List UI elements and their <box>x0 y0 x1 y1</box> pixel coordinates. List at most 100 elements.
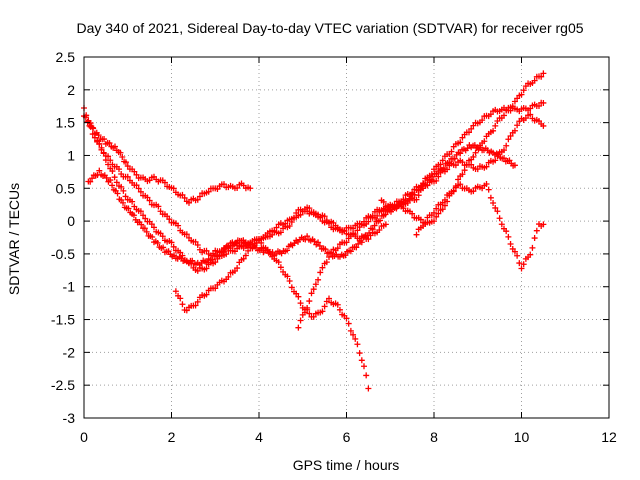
data-point <box>113 179 120 186</box>
data-point <box>316 242 323 249</box>
data-point <box>459 159 466 166</box>
data-point <box>170 185 177 192</box>
data-point <box>347 248 354 255</box>
data-point <box>429 173 436 180</box>
data-point <box>149 234 156 241</box>
data-point <box>468 161 475 168</box>
data-point <box>506 157 513 164</box>
data-point <box>203 265 210 272</box>
data-point <box>277 229 284 236</box>
data-point <box>100 149 107 156</box>
data-point <box>433 213 440 220</box>
data-point <box>353 244 360 251</box>
data-point <box>282 220 289 227</box>
data-point <box>343 239 350 246</box>
data-point <box>498 221 505 228</box>
data-point <box>494 208 501 215</box>
data-point <box>341 228 348 235</box>
data-point <box>293 290 300 297</box>
data-point <box>203 259 210 266</box>
data-point <box>507 241 514 248</box>
data-point <box>133 182 140 189</box>
data-point <box>171 252 178 259</box>
axis-ticks: 0 2 4 6 8 10 12 -3 -2.5 -2 -1.5 -1 -0.5 0 0.5 1 1.5 2 2.5 <box>51 49 617 445</box>
data-point <box>417 216 424 223</box>
data-point <box>304 233 311 240</box>
data-point <box>437 161 444 168</box>
data-point <box>323 259 330 266</box>
data-point <box>118 183 125 190</box>
data-point <box>131 168 138 175</box>
data-point <box>365 236 372 243</box>
data-point <box>439 206 446 213</box>
data-point <box>470 153 477 160</box>
data-point <box>518 265 525 272</box>
data-point <box>242 252 249 259</box>
data-point <box>509 103 516 110</box>
data-point <box>297 211 304 218</box>
data-point <box>354 227 361 234</box>
data-point <box>262 234 269 241</box>
data-point <box>334 245 341 252</box>
data-point <box>511 127 518 134</box>
data-point <box>431 218 437 225</box>
data-point <box>503 228 510 235</box>
data-point <box>143 228 150 235</box>
data-point <box>352 231 359 238</box>
data-point <box>306 310 313 317</box>
data-point <box>483 163 490 170</box>
data-point <box>358 239 365 246</box>
data-point <box>301 309 308 316</box>
data-point <box>479 117 486 124</box>
data-point <box>161 179 168 186</box>
data-point <box>315 276 322 283</box>
data-point <box>306 205 313 212</box>
data-point <box>144 194 151 201</box>
data-point <box>122 193 129 200</box>
data-point <box>109 168 116 175</box>
data-point <box>146 197 153 204</box>
data-point <box>452 162 459 169</box>
data-point <box>520 261 527 268</box>
data-point <box>306 298 313 305</box>
x-axis-label: GPS time / hours <box>293 457 400 473</box>
data-point <box>172 288 179 295</box>
data-point <box>91 130 98 137</box>
data-point <box>234 184 241 191</box>
data-point <box>212 285 219 292</box>
data-point <box>342 252 349 259</box>
data-point <box>192 302 199 309</box>
data-point <box>457 181 464 188</box>
data-point <box>124 163 131 170</box>
data-point <box>472 149 479 156</box>
data-point <box>501 112 507 119</box>
data-point <box>311 238 318 245</box>
data-point <box>271 227 278 234</box>
data-point <box>345 320 352 327</box>
data-point <box>413 231 420 238</box>
data-point <box>319 264 326 271</box>
data-point <box>487 111 494 118</box>
data-point <box>293 210 300 217</box>
data-point <box>220 249 227 256</box>
data-point <box>448 148 455 155</box>
data-point <box>441 196 448 203</box>
data-point <box>133 171 140 178</box>
data-point <box>177 295 184 302</box>
data-point <box>312 281 319 288</box>
data-point <box>464 145 471 152</box>
data-point <box>377 217 384 224</box>
data-point <box>137 208 144 215</box>
data-point <box>288 284 295 291</box>
data-point <box>511 162 518 169</box>
data-point <box>492 157 499 164</box>
data-point <box>459 134 466 141</box>
data-point <box>317 214 324 221</box>
y-tick-label: -1 <box>63 279 76 295</box>
data-point <box>507 132 514 139</box>
y-tick-label: -0.5 <box>51 246 75 262</box>
data-point <box>415 192 422 199</box>
data-point <box>352 335 359 342</box>
data-point <box>105 161 112 168</box>
data-point <box>533 227 540 234</box>
